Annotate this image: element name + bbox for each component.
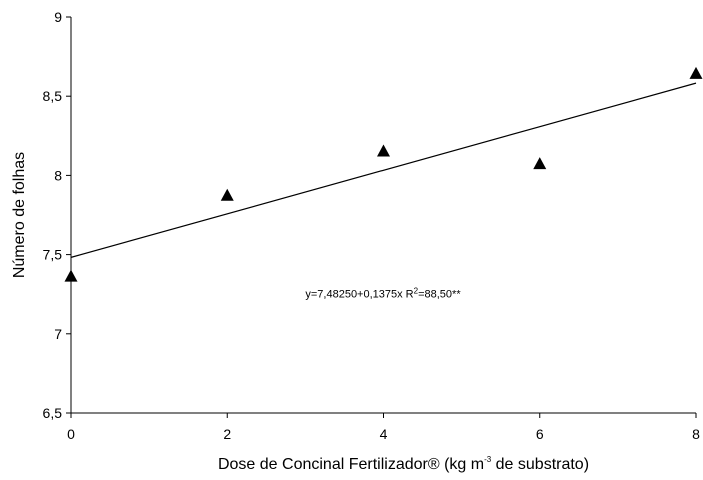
x-axis-label-suffix: de substrato) — [491, 456, 589, 473]
regression-line — [70, 82, 697, 258]
x-axis-label-superscript: -3 — [484, 455, 492, 464]
x-tick-label: 8 — [692, 426, 700, 442]
data-point-triangle — [533, 157, 547, 170]
y-tick-label: 8,5 — [43, 88, 63, 104]
labels-layer: 6,5 7 7,5 8 8,5 9 0 2 4 6 8 Número de folhas Dose de… — [11, 9, 700, 473]
y-tick-label: 7,5 — [43, 247, 63, 263]
x-tick-label: 2 — [223, 426, 231, 442]
y-tick-label: 7 — [54, 326, 62, 342]
data-point-triangle — [689, 66, 703, 79]
regression-layer — [70, 82, 697, 258]
data-point-triangle — [377, 144, 390, 157]
regression-equation: y=7,48250+0,1375x R2=88,50** — [305, 286, 461, 300]
equation-superscript: 2 — [414, 286, 419, 295]
y-tick-label: 8 — [54, 167, 62, 183]
data-points — [64, 66, 703, 282]
x-tick-label: 4 — [380, 426, 388, 442]
equation-r2-value: =88,50** — [418, 288, 461, 300]
data-point-triangle — [64, 269, 78, 282]
y-axis-label: Número de folhas — [11, 152, 28, 278]
x-axis-label-text: Dose de Concinal Fertilizador® (kg m — [218, 456, 484, 473]
x-tick-label: 0 — [67, 426, 75, 442]
x-axis-label: Dose de Concinal Fertilizador® (kg m-3 d… — [218, 455, 589, 473]
equation-text: y=7,48250+0,1375x R — [305, 288, 413, 300]
x-tick-label: 6 — [536, 426, 544, 442]
y-tick-label: 6,5 — [43, 405, 63, 421]
y-tick-label: 9 — [54, 9, 62, 25]
axes — [66, 16, 697, 418]
data-point-triangle — [220, 188, 234, 201]
